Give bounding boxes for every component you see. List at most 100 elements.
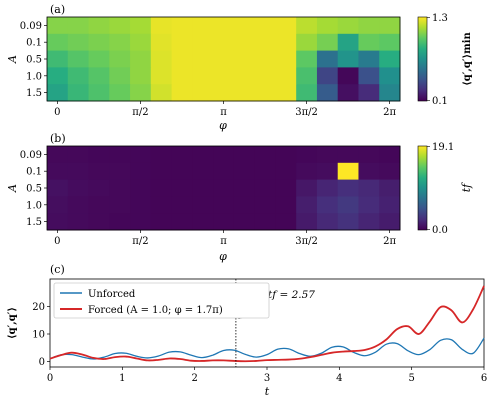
heatmap-cell [254, 50, 276, 68]
heatmap-cell [316, 162, 339, 181]
colorbar-a-tick-min: 0.1 [432, 96, 448, 107]
heatmap-cell [130, 17, 152, 35]
x-tick-label: 0 [47, 373, 53, 384]
x-tick-label: 3π/2 [295, 236, 318, 247]
heatmap-cell [67, 196, 90, 214]
heatmap-cell [254, 33, 276, 52]
heatmap-cell [275, 196, 297, 214]
heatmap-cell [275, 146, 297, 164]
heatmap-b [47, 146, 401, 231]
y-tick-label: 0.1 [26, 167, 42, 178]
heatmap-cell [192, 67, 214, 85]
heatmap-cell [379, 146, 401, 164]
heatmap-cell [109, 50, 131, 68]
x-tick-label: 3π/2 [295, 107, 318, 118]
heatmap-cell [379, 162, 401, 181]
x-tick-label: π [220, 236, 227, 247]
heatmap-cell [47, 17, 69, 35]
heatmap-cell [379, 67, 401, 85]
colorbar-b-label: tf [460, 182, 473, 192]
heatmap-cell [379, 50, 401, 68]
heatmap-cell [171, 213, 193, 231]
y-tick-label: 1.0 [26, 71, 42, 82]
heatmap-cell [67, 33, 90, 52]
heatmap-cell [88, 33, 110, 52]
heatmap-cell [213, 84, 235, 102]
heatmap-cell [150, 179, 173, 197]
heatmap-cell [275, 67, 297, 85]
heatmap-cell [109, 67, 131, 85]
heatmap-cell [233, 17, 256, 35]
y-tick-label: 1.5 [26, 88, 42, 99]
x-tick-label: 1 [119, 373, 125, 384]
heatmap-cell [337, 196, 359, 214]
legend-label-unforced: Unforced [88, 289, 136, 300]
heatmap-cell [379, 179, 401, 197]
heatmap-cell [379, 33, 401, 52]
heatmap-cell [254, 17, 276, 35]
colorbar-a-label: ⟨q′,q′⟩min [462, 32, 473, 86]
heatmap-cell [213, 33, 235, 52]
heatmap-cell [67, 17, 90, 35]
panel-b-label: (b) [50, 132, 66, 145]
heatmap-cell [358, 179, 380, 197]
panel-b: (b) 0 π/2 π 3π/2 2π 0.09 0.1 0.5 1.0 1.5 φ A 19.… [6, 132, 473, 263]
heatmap-cell [296, 50, 318, 68]
y-tick-label: 0.5 [26, 184, 42, 195]
heatmap-cell [275, 213, 297, 231]
panel-a-label: (a) [50, 3, 65, 16]
heatmap-cell [213, 179, 235, 197]
heatmap-cell [316, 67, 339, 85]
heatmap-cell [47, 162, 69, 181]
heatmap-cell [379, 196, 401, 214]
line-plot-series [49, 285, 485, 363]
heatmap-cell [47, 213, 69, 231]
heatmap-cell [171, 33, 193, 52]
heatmap-cell [192, 196, 214, 214]
heatmap-cell [47, 84, 69, 102]
heatmap-cell [337, 179, 359, 197]
heatmap-cell [150, 33, 173, 52]
tf-annotation: tf = 2.57 [268, 289, 315, 301]
heatmap-a-x-ticks: 0 π/2 π 3π/2 2π [54, 101, 397, 118]
heatmap-cell [213, 50, 235, 68]
heatmap-cell [192, 50, 214, 68]
heatmap-cell [130, 213, 152, 231]
heatmap-cell [150, 162, 173, 181]
heatmap-cell [88, 162, 110, 181]
heatmap-cell [358, 84, 380, 102]
heatmap-cell [130, 146, 152, 164]
heatmap-cell [171, 162, 193, 181]
heatmap-cell [171, 84, 193, 102]
heatmap-cell [337, 146, 359, 164]
heatmap-cell [296, 67, 318, 85]
heatmap-cell [192, 213, 214, 231]
colorbar-b-tick-min: 0.0 [432, 225, 448, 236]
heatmap-cell [296, 17, 318, 35]
heatmap-cell [67, 179, 90, 197]
x-tick-label: 2π [383, 107, 396, 118]
x-tick-label: 6 [481, 373, 487, 384]
heatmap-a-xlabel: φ [219, 119, 227, 132]
colorbar-a [417, 16, 428, 102]
x-tick-label: 2 [191, 373, 197, 384]
heatmap-a [47, 17, 401, 102]
heatmap-cell [379, 17, 401, 35]
heatmap-cell [358, 196, 380, 214]
heatmap-cell [130, 67, 152, 85]
heatmap-cell [47, 196, 69, 214]
heatmap-cell [150, 213, 173, 231]
heatmap-cell [130, 84, 152, 102]
heatmap-cell [67, 162, 90, 181]
heatmap-cell [88, 50, 110, 68]
heatmap-cell [233, 84, 256, 102]
x-tick-label: 3 [264, 373, 270, 384]
heatmap-cell [109, 33, 131, 52]
heatmap-cell [47, 179, 69, 197]
heatmap-cell [316, 196, 339, 214]
y-tick-label: 0.5 [26, 55, 42, 66]
heatmap-cell [233, 213, 256, 231]
heatmap-cell [109, 17, 131, 35]
heatmap-cell [192, 146, 214, 164]
